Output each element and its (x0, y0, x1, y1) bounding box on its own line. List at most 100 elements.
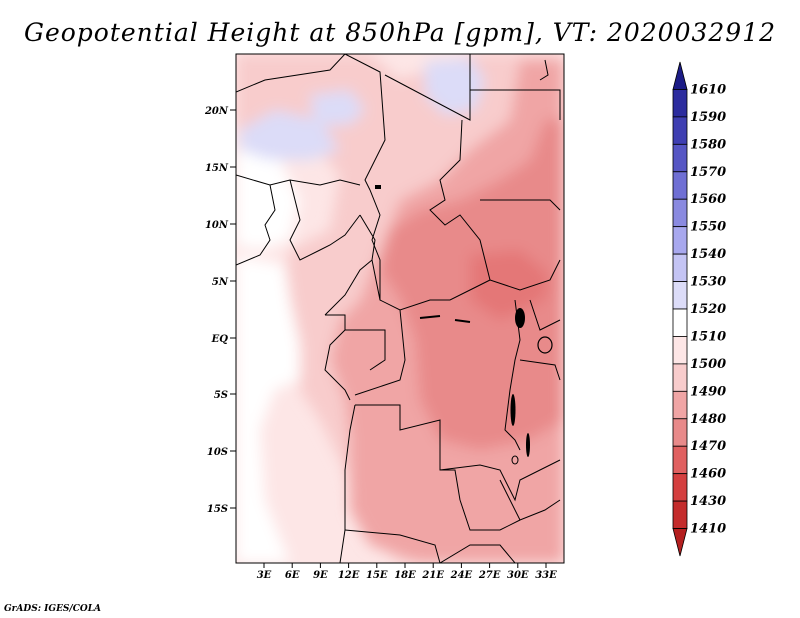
colorbar-cell (672, 528, 688, 557)
lake-bangweulu (511, 455, 519, 465)
colorbar-label: 1530 (690, 275, 726, 290)
colorbar-cell (672, 143, 688, 173)
lon-label: 15E (366, 570, 388, 581)
lat-label: 15N (205, 163, 229, 174)
grads-credit: GrADS: IGES/COLA (4, 604, 102, 614)
colorbar-cell (672, 61, 688, 90)
map-frame (235, 53, 565, 564)
lon-label: 33E (535, 570, 557, 581)
colorbar-label: 1560 (690, 192, 726, 207)
lat-label: 10S (207, 447, 228, 458)
colorbar-label: 1410 (690, 522, 726, 537)
lon-label: 12E (338, 570, 360, 581)
colorbar-label: 1520 (690, 302, 726, 317)
border-gabon-congo (325, 314, 386, 371)
borders (236, 54, 561, 563)
lat-label: 15S (207, 504, 228, 515)
border-drc-w (354, 309, 406, 396)
map-title: Geopotential Height at 850hPa [gpm], VT:… (23, 18, 777, 47)
border-coast-congo (324, 329, 351, 401)
border-algeria (236, 54, 346, 93)
lat-label: 10N (205, 220, 229, 231)
border-niger-chad (344, 54, 386, 300)
border-kenya (519, 359, 561, 381)
border-egypt (470, 89, 561, 120)
lake-tanganyika (510, 394, 516, 426)
lon-label: 21E (421, 570, 444, 581)
field-1520-west (236, 255, 300, 563)
lon-label: 27E (478, 570, 501, 581)
colorbar-cell (672, 390, 688, 420)
river-congo-marks (419, 315, 471, 323)
colorbar-cell (672, 171, 688, 200)
border-zimbabwe (499, 479, 561, 521)
lon-label: 24E (450, 570, 473, 581)
lon-label: 18E (394, 570, 416, 581)
colorbar-label: 1570 (690, 165, 726, 180)
colorbar-cell (672, 473, 688, 502)
lon-label: 6E (285, 570, 300, 581)
lakes (375, 185, 553, 465)
border-sudan (429, 119, 561, 291)
lake-malawi (526, 433, 530, 457)
field-1530-central (310, 90, 365, 125)
colorbar-cell (672, 445, 688, 475)
lat-label: 5S (214, 390, 228, 401)
border-angola (355, 404, 461, 501)
border-sinai (539, 59, 549, 81)
colorbar-label: 1510 (690, 329, 726, 344)
border-namibia (344, 529, 441, 563)
border-sahel (236, 174, 361, 186)
border-angola-coast (339, 404, 356, 563)
colorbar-label: 1540 (690, 247, 726, 262)
border-libya (384, 54, 471, 121)
colorbar-label: 1470 (690, 439, 726, 454)
colorbar-label: 1610 (690, 82, 726, 97)
lon-label: 3E (257, 570, 272, 581)
colorbar: 1610 1590 1580 1570 1560 1550 1540 1530 1520 1510… (672, 61, 726, 557)
longitude-axis: 3E 6E 9E 12E 15E 18E 21E 24E 27E 30E 33E (257, 563, 557, 581)
lon-label: 30E (507, 570, 529, 581)
colorbar-cell (672, 253, 688, 282)
colorbar-cell (672, 198, 688, 228)
latitude-axis: 20N 15N 10N 5N EQ 5S 10S 15S (204, 106, 236, 515)
colorbar-label: 1590 (690, 110, 726, 125)
field-1470 (470, 250, 550, 320)
lake-victoria (537, 336, 553, 354)
lon-label: 9E (313, 570, 328, 581)
colorbar-label: 1550 (690, 220, 726, 235)
lake-albert (515, 308, 525, 328)
lake-chad (375, 185, 381, 189)
colorbar-label: 1460 (690, 467, 726, 482)
border-uganda (529, 299, 561, 331)
border-botswana (459, 499, 521, 531)
lat-label: 5N (212, 277, 229, 288)
lat-label: 20N (204, 106, 229, 117)
colorbar-cell (672, 116, 688, 145)
colorbar-cell (672, 418, 688, 447)
colorbar-cell (672, 336, 688, 365)
border-south-africa (439, 544, 516, 563)
colorbar-label: 1500 (690, 357, 726, 372)
field-1520-westafrica (236, 150, 300, 250)
border-ghana-nigeria (289, 179, 361, 261)
border-rift-lakes (504, 299, 521, 451)
colorbar-cell (672, 308, 688, 337)
colorbar-cell (672, 281, 688, 310)
colorbar-label: 1480 (690, 412, 726, 427)
height-field (236, 54, 564, 563)
colorbar-cell (672, 89, 688, 118)
colorbar-label: 1490 (690, 384, 726, 399)
colorbar-label: 1430 (690, 494, 726, 509)
colorbar-cell (672, 226, 688, 255)
colorbar-cell (672, 363, 688, 392)
border-sudan-n (480, 199, 561, 211)
border-car (371, 259, 491, 311)
border-cameroon (324, 214, 376, 316)
border-guinea (236, 184, 276, 266)
colorbar-cell (672, 500, 688, 529)
colorbar-label: 1580 (690, 137, 726, 152)
lat-label: EQ (211, 334, 229, 345)
border-zambia (439, 459, 561, 502)
